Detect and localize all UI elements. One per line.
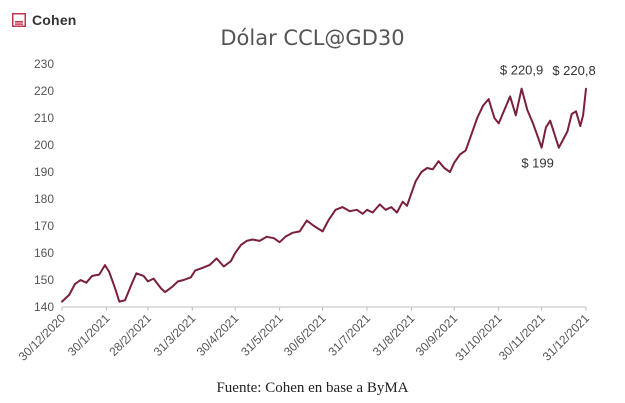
y-tick-label: 160: [34, 246, 54, 260]
logo-text: Cohen: [32, 12, 77, 28]
y-tick-label: 200: [34, 138, 54, 152]
x-axis: 30/12/202030/1/202128/2/202131/3/202130/…: [16, 306, 593, 364]
y-tick-label: 190: [34, 165, 54, 179]
x-tick-label: 28/2/2021: [106, 311, 154, 359]
x-tick-label: 30/6/2021: [281, 311, 329, 359]
data-label: $ 220,8: [552, 63, 595, 78]
y-tick-label: 150: [34, 273, 54, 287]
y-tick-label: 180: [34, 192, 54, 206]
x-tick-label: 31/7/2021: [325, 311, 373, 359]
y-tick-label: 220: [34, 84, 54, 98]
y-tick-label: 170: [34, 219, 54, 233]
cohen-logo-icon: [12, 13, 26, 27]
data-label: $ 220,9: [500, 63, 543, 78]
y-tick-label: 210: [34, 111, 54, 125]
annotation-group: $ 220,9 $ 199 $ 220,8: [500, 63, 596, 171]
x-tick-label: 30/12/2020: [16, 311, 69, 364]
y-tick-label: 140: [34, 300, 54, 314]
cohen-logo: Cohen: [12, 12, 77, 28]
x-tick-label: 30/1/2021: [65, 311, 113, 359]
series-group: [61, 87, 587, 303]
chart-title: Dólar CCL@GD30: [220, 26, 405, 50]
x-tick-label: 31/8/2021: [370, 311, 418, 359]
data-label: $ 199: [521, 156, 554, 171]
x-tick-label: 31/5/2021: [238, 311, 286, 359]
source-note: Fuente: Cohen en base a ByMA: [216, 380, 409, 396]
series-line: [61, 87, 587, 303]
y-tick-label: 230: [34, 57, 54, 71]
y-axis: 140 150 160 170 180 190 200 210 220 230: [34, 57, 54, 314]
x-tick-label: 31/12/2021: [540, 311, 593, 364]
x-tick-label: 31/3/2021: [151, 311, 199, 359]
x-tick-label: 31/10/2021: [452, 311, 505, 364]
x-tick-label: 30/4/2021: [194, 311, 242, 359]
